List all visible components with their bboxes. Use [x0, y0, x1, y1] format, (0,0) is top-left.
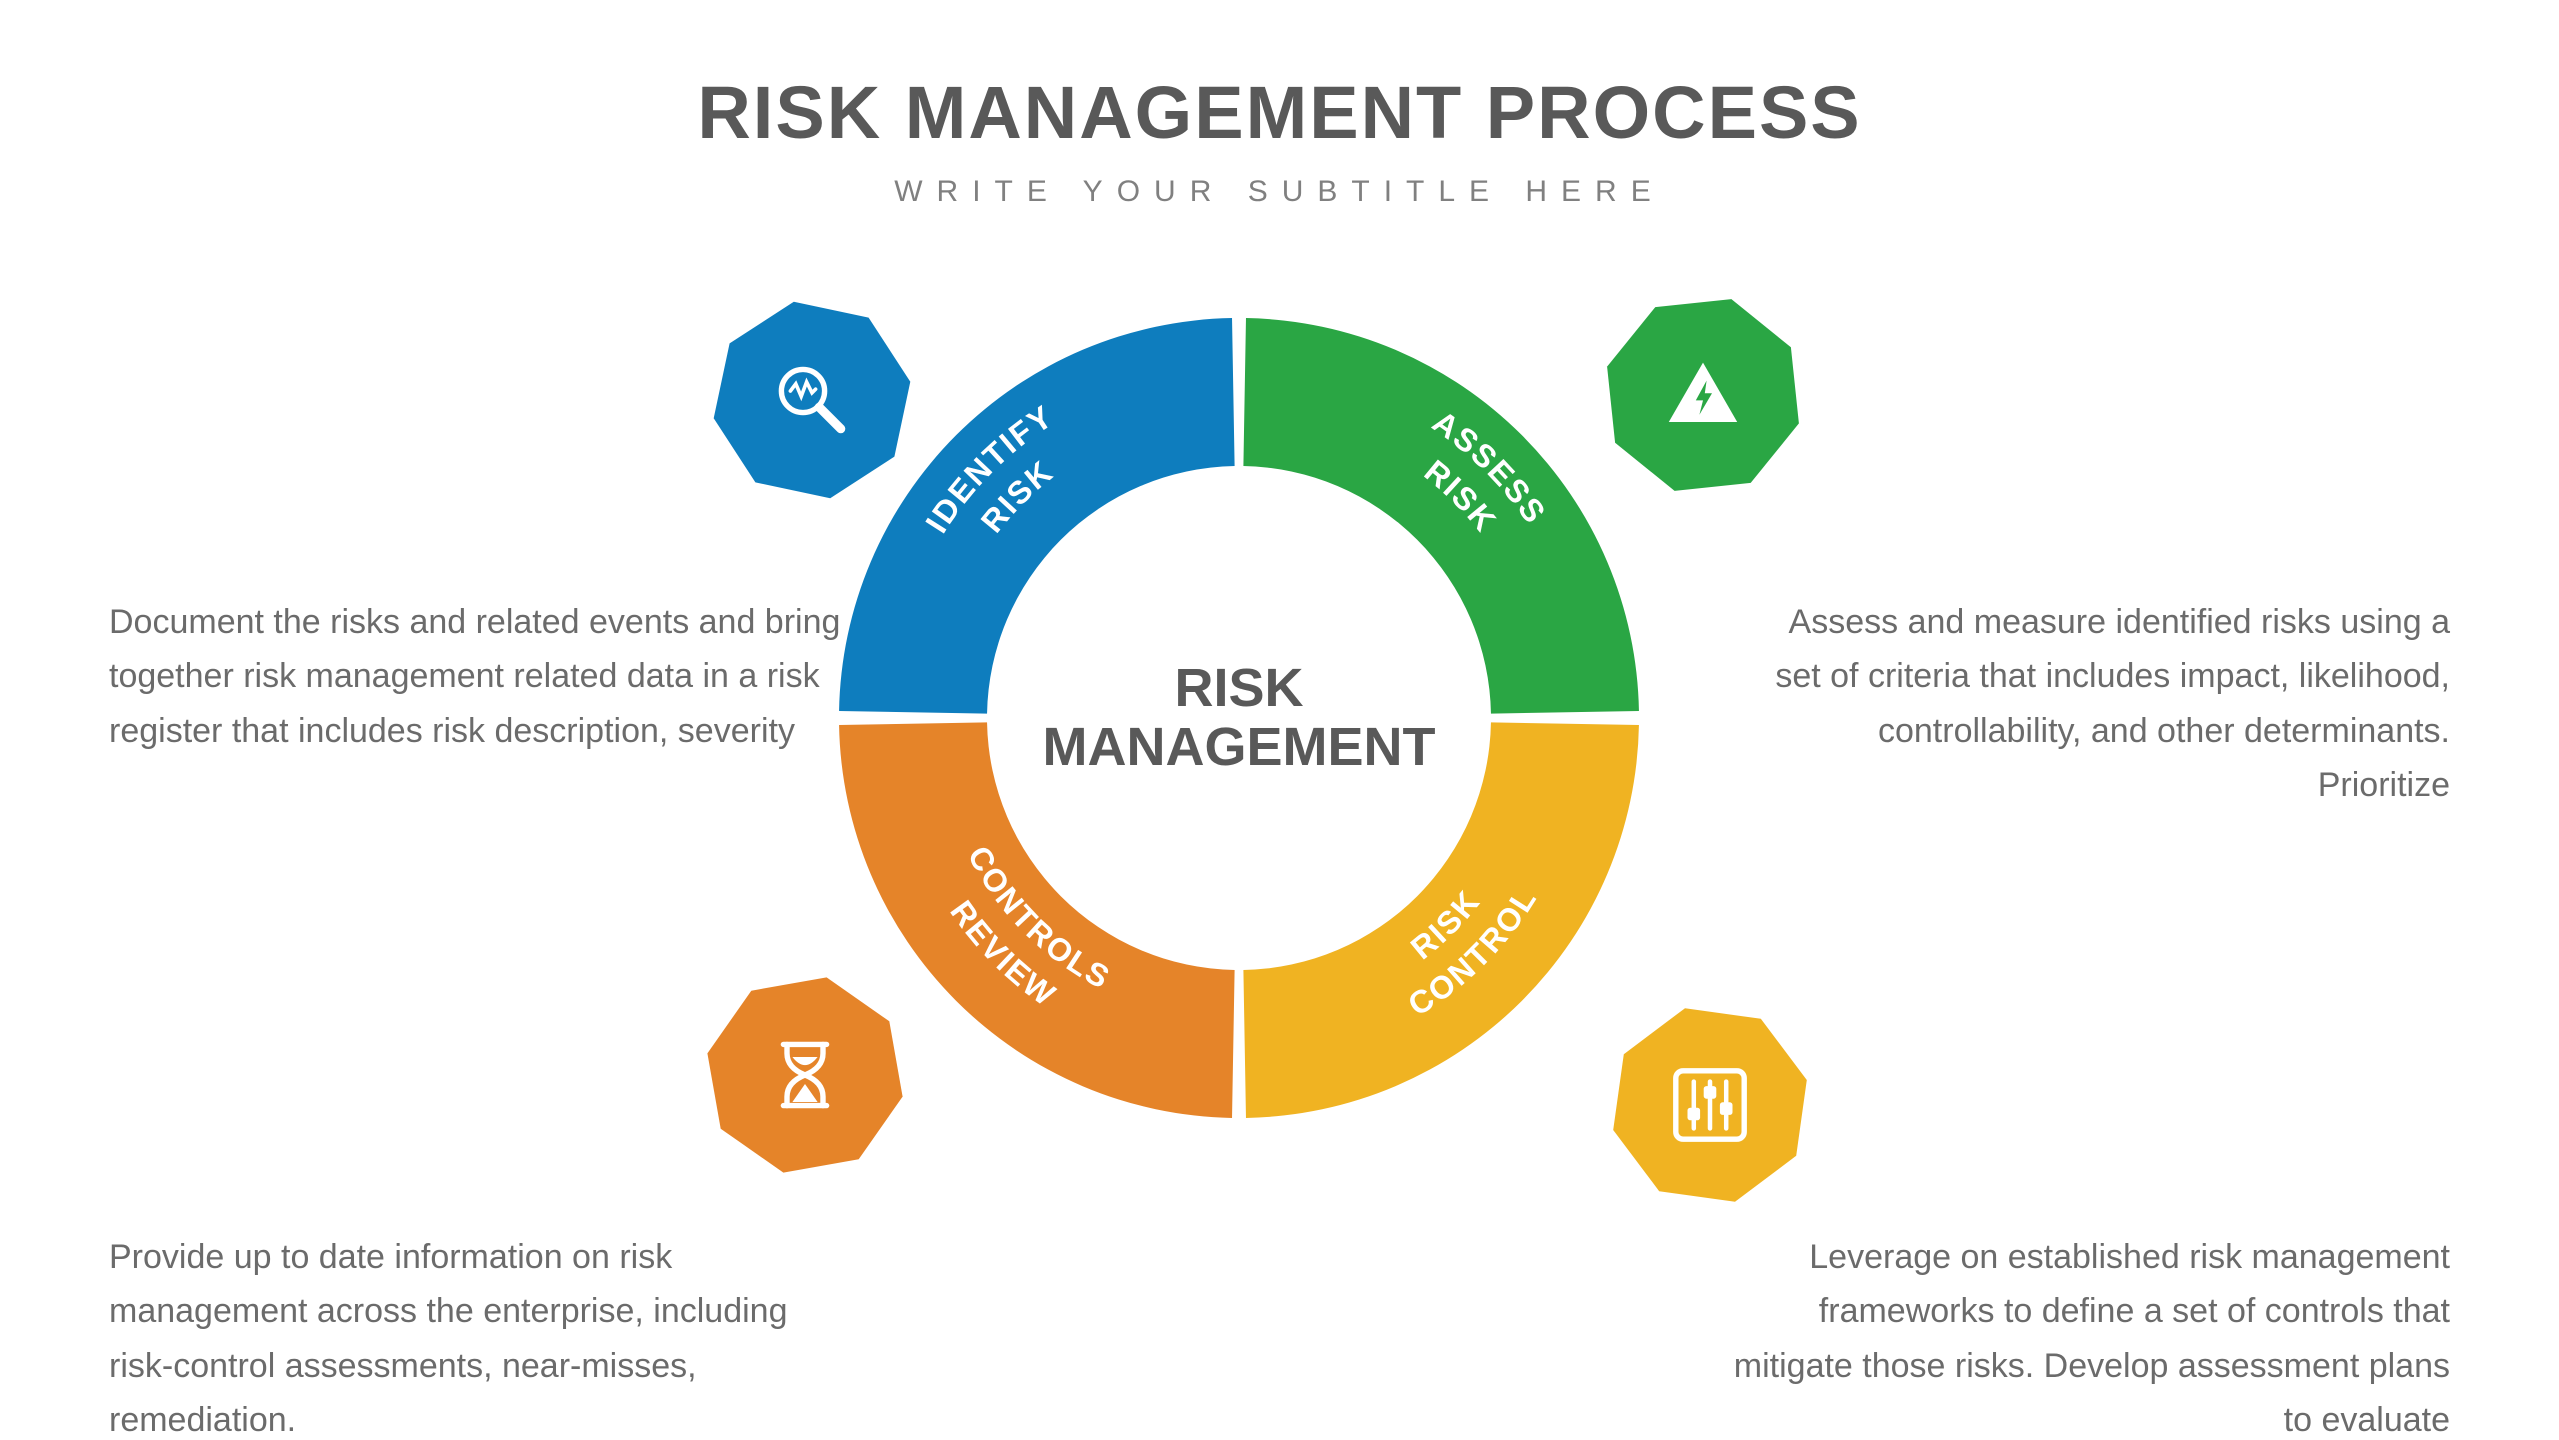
octagon-assess — [1603, 295, 1803, 495]
octagon-review — [705, 975, 905, 1175]
desc-assess: Assess and measure identified risks usin… — [1760, 595, 2450, 813]
page-subtitle: WRITE YOUR SUBTITLE HERE — [0, 175, 2559, 209]
octagon-control — [1610, 1005, 1810, 1205]
page-title: RISK MANAGEMENT PROCESS — [0, 70, 2559, 155]
desc-identify: Document the risks and related events an… — [109, 595, 849, 758]
sliders-icon — [1665, 1060, 1755, 1150]
hourglass-icon — [760, 1030, 850, 1120]
magnifier-icon — [767, 355, 857, 445]
warning-icon — [1658, 350, 1748, 440]
octagon-identify — [712, 300, 912, 500]
desc-control: Leverage on established risk management … — [1700, 1230, 2450, 1440]
ring-diagram: IDENTIFYRISKASSESSRISKCONTROLRISKREVIEWC… — [839, 318, 1639, 1118]
ring-segment-assess — [1243, 318, 1639, 714]
desc-review: Provide up to date information on risk m… — [109, 1230, 849, 1440]
